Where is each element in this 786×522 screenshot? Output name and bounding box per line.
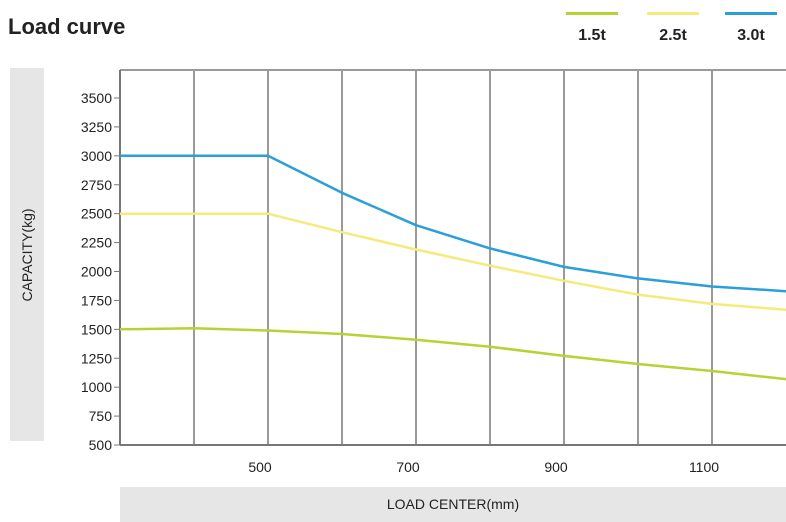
y-tick-label: 1500 bbox=[81, 321, 112, 337]
series-line-1-5t bbox=[119, 326, 786, 381]
y-tick-label: 2250 bbox=[81, 235, 112, 251]
y-tick-label: 3500 bbox=[81, 90, 112, 106]
y-tick-label: 3000 bbox=[81, 148, 112, 164]
legend-item-2-5t: 2.5t bbox=[647, 12, 699, 45]
legend-swatch-2-5t bbox=[647, 12, 699, 15]
y-tick-label: 2750 bbox=[81, 177, 112, 193]
x-tick-label: 900 bbox=[544, 459, 568, 475]
y-tick-label: 1750 bbox=[81, 292, 112, 308]
chart-title: Load curve bbox=[8, 14, 126, 39]
x-axis-label: LOAD CENTER(mm) bbox=[386, 496, 520, 512]
y-tick-label: 2000 bbox=[81, 264, 112, 280]
series-line-3-0t bbox=[120, 154, 786, 293]
legend-item-1-5t: 1.5t bbox=[566, 12, 618, 45]
x-tick-label: 700 bbox=[396, 459, 420, 475]
legend-label-2-5t: 2.5t bbox=[659, 27, 687, 44]
x-axis-label-band bbox=[120, 487, 786, 522]
series-line-2-5t bbox=[120, 212, 786, 311]
y-tick-label: 1000 bbox=[81, 379, 112, 395]
legend-swatch-3-0t bbox=[725, 12, 777, 15]
y-tick-label: 500 bbox=[89, 437, 113, 453]
y-tick-label: 2500 bbox=[81, 206, 112, 222]
x-tick-label: 500 bbox=[248, 459, 272, 475]
x-tick-label: 1100 bbox=[689, 459, 719, 475]
legend-swatch-1-5t bbox=[566, 12, 618, 15]
y-tick-label: 3250 bbox=[81, 119, 112, 135]
legend-item-3-0t: 3.0t bbox=[725, 12, 777, 45]
y-axis-label-band bbox=[10, 68, 44, 441]
legend-label-3-0t: 3.0t bbox=[737, 27, 765, 44]
y-tick-label: 1250 bbox=[81, 350, 112, 366]
legend-label-1-5t: 1.5t bbox=[578, 27, 606, 44]
y-tick-label: 750 bbox=[89, 408, 113, 424]
